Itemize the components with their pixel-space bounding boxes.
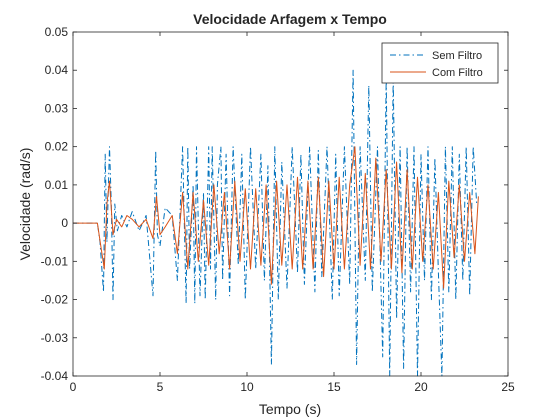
x-tick-label: 15 (327, 380, 341, 394)
y-tick-label: 0.04 (45, 63, 69, 77)
y-tick-label: 0 (61, 216, 68, 230)
series-line-1 (73, 146, 479, 289)
x-tick-label: 0 (70, 380, 77, 394)
legend-entry-1: Com Filtro (432, 67, 483, 79)
legend-box (381, 42, 499, 84)
x-axis-label: Tempo (s) (259, 401, 321, 417)
legend: Sem Filtro Com Filtro (381, 42, 499, 84)
x-tick-label: 5 (157, 380, 164, 394)
y-tick-label: 0.03 (45, 101, 69, 115)
y-tick-label: -0.02 (41, 293, 69, 307)
y-tick-label: -0.03 (41, 331, 69, 345)
x-tick-label: 25 (501, 380, 515, 394)
y-tick-label: 0.02 (45, 140, 69, 154)
x-tick-label: 10 (240, 380, 254, 394)
y-tick-label: 0.01 (45, 178, 69, 192)
legend-entry-0: Sem Filtro (432, 50, 482, 62)
y-axis-label: Velocidade (rad/s) (17, 148, 33, 261)
y-tick-label: 0.05 (45, 25, 69, 39)
chart-title: Velocidade Arfagem x Tempo (193, 11, 387, 27)
y-tick-label: -0.04 (41, 369, 69, 383)
axes-box (72, 31, 509, 377)
plot-area: 0 5 10 15 20 25 -0.04 -0.03 -0.02 -0.01 0 0.01 0.02 0… (41, 25, 515, 394)
x-tick-label: 20 (414, 380, 428, 394)
series-line-0 (73, 69, 478, 377)
y-tick-label: -0.01 (41, 254, 69, 268)
